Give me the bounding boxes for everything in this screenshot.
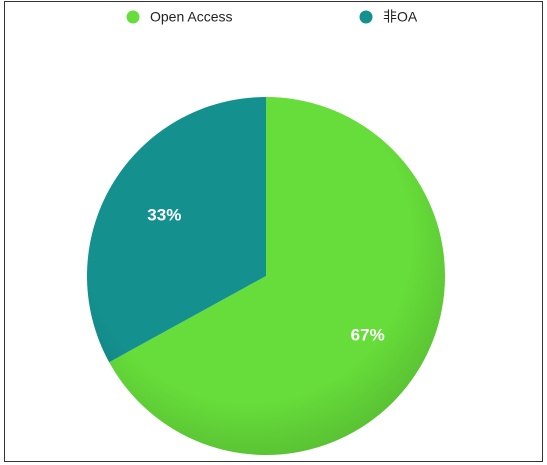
slice-label: 67% (351, 326, 385, 345)
slice-label: 33% (147, 205, 181, 224)
legend-swatch[interactable] (359, 10, 373, 24)
legend-swatch[interactable] (126, 10, 140, 24)
pie (87, 97, 446, 456)
legend: Open Access 非OA (126, 9, 418, 25)
slice-labels: 67% 33% (147, 205, 384, 344)
legend-label[interactable]: 非OA (383, 9, 418, 25)
legend-label[interactable]: Open Access (150, 9, 233, 25)
